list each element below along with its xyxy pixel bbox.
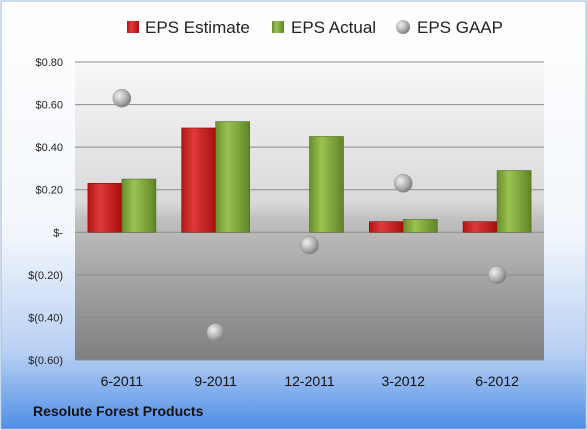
- x-tick-label: 6-2011: [101, 373, 144, 389]
- gaap-points: [112, 88, 507, 342]
- y-tick-label: $0.60: [35, 100, 63, 112]
- x-axis-labels: 6-2011 9-2011 12-2011 3-2012 6-2012: [101, 373, 519, 389]
- bar-eps-estimate: [87, 183, 123, 233]
- legend-label-eps-actual: EPS Actual: [291, 18, 376, 37]
- point-eps-gaap: [394, 174, 413, 193]
- bar-eps-estimate: [462, 221, 498, 233]
- y-axis-labels: $0.80 $0.60 $0.40 $0.20 $- $(0.20) $(0.40) $(0.…: [28, 57, 63, 367]
- bar-eps-actual: [402, 219, 438, 233]
- point-eps-gaap: [206, 323, 225, 342]
- y-tick-label: $(0.60): [28, 355, 63, 367]
- legend-marker-eps-gaap: [396, 20, 410, 34]
- bar-eps-actual: [121, 178, 157, 233]
- x-tick-label: 9-2011: [194, 373, 237, 389]
- company-name: Resolute Forest Products: [33, 403, 204, 419]
- y-tick-label: $0.80: [35, 57, 63, 69]
- y-tick-label: $0.40: [35, 142, 63, 154]
- x-tick-label: 3-2012: [382, 373, 426, 389]
- bar-eps-estimate: [368, 221, 404, 233]
- bars: [87, 121, 532, 233]
- legend-label-eps-gaap: EPS GAAP: [417, 18, 503, 37]
- legend: EPS Estimate EPS Actual EPS GAAP: [127, 18, 503, 37]
- y-tick-label: $(0.20): [28, 270, 63, 282]
- x-tick-label: 12-2011: [284, 373, 335, 389]
- point-eps-gaap: [300, 235, 319, 255]
- legend-marker-eps-actual: [272, 21, 284, 33]
- y-tick-label: $-: [53, 227, 63, 239]
- x-tick-label: 6-2012: [475, 373, 519, 389]
- bar-eps-estimate: [181, 127, 216, 233]
- legend-label-eps-estimate: EPS Estimate: [145, 18, 250, 37]
- point-eps-gaap: [112, 88, 132, 108]
- bar-eps-actual: [215, 121, 250, 233]
- point-eps-gaap: [487, 265, 507, 285]
- y-tick-label: $(0.40): [28, 312, 63, 324]
- bar-eps-actual: [496, 170, 532, 233]
- legend-marker-eps-estimate: [127, 21, 139, 33]
- y-tick-label: $0.20: [35, 185, 63, 197]
- bar-eps-actual: [309, 136, 344, 233]
